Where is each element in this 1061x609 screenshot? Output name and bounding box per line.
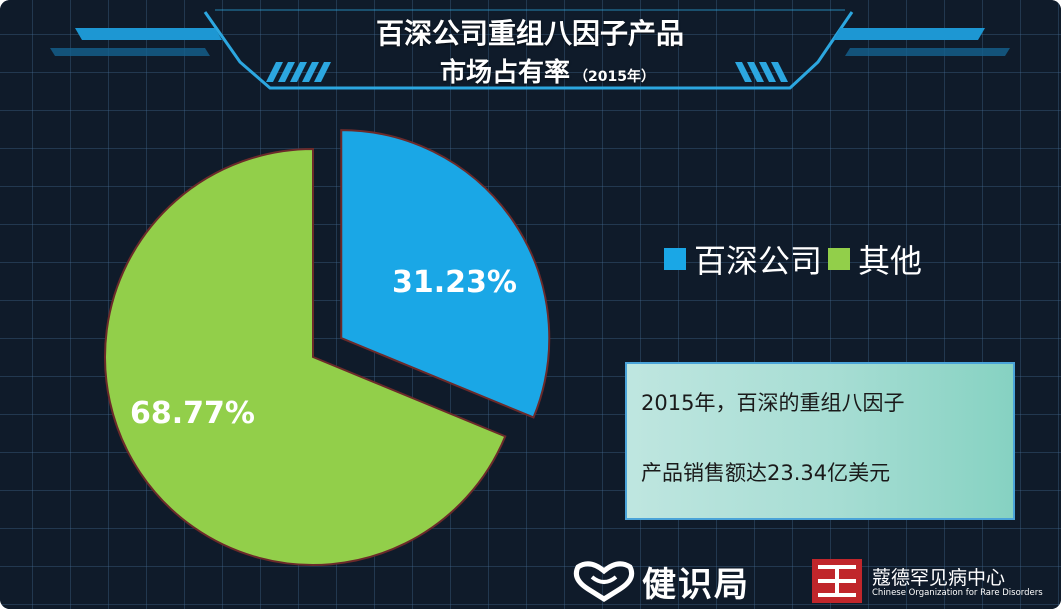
cord-name-cn: 蔻德罕见病中心 [872, 567, 1006, 589]
jianshi-logo-icon [573, 561, 635, 602]
legend: 百深公司 其他 [664, 236, 922, 282]
note-line-2: 产品销售额达23.34亿美元 [641, 461, 891, 485]
legend-swatch-green [828, 248, 851, 270]
data-label-others: 68.77% [130, 396, 255, 431]
chart-subtitle: 市场占有率 （2015年） [440, 52, 655, 89]
footer-logos: 健识局 蔻德罕见病中心 Chinese Organization for Rar… [570, 555, 1050, 605]
legend-swatch-blue [664, 248, 686, 270]
pie-slice-others [104, 147, 507, 566]
data-label-baishen: 31.23% [392, 265, 517, 300]
chart-year: （2015年） [574, 69, 655, 85]
title-stripes-left [266, 62, 331, 82]
pie-slices [104, 129, 551, 566]
title-stripes-right [735, 62, 788, 82]
legend-label-others: 其他 [858, 242, 923, 280]
legend-item-others: 其他 [828, 236, 922, 282]
pie-slice-baishen [340, 129, 551, 419]
note-box: 2015年，百深的重组八因子 产品销售额达23.34亿美元 [625, 362, 1015, 520]
chart-subtitle-text: 市场占有率 [440, 58, 571, 88]
legend-label-baishen: 百深公司 [694, 242, 823, 280]
title-frame [50, 9, 1010, 90]
chart-title: 百深公司重组八因子产品 [375, 17, 684, 50]
jianshi-logo-text: 健识局 [642, 565, 750, 605]
legend-item-baishen: 百深公司 [664, 236, 822, 282]
cord-logo-icon [812, 559, 862, 603]
note-line-1: 2015年，百深的重组八因子 [641, 391, 905, 415]
cord-name-en: Chinese Organization for Rare Disorders [872, 588, 1043, 598]
